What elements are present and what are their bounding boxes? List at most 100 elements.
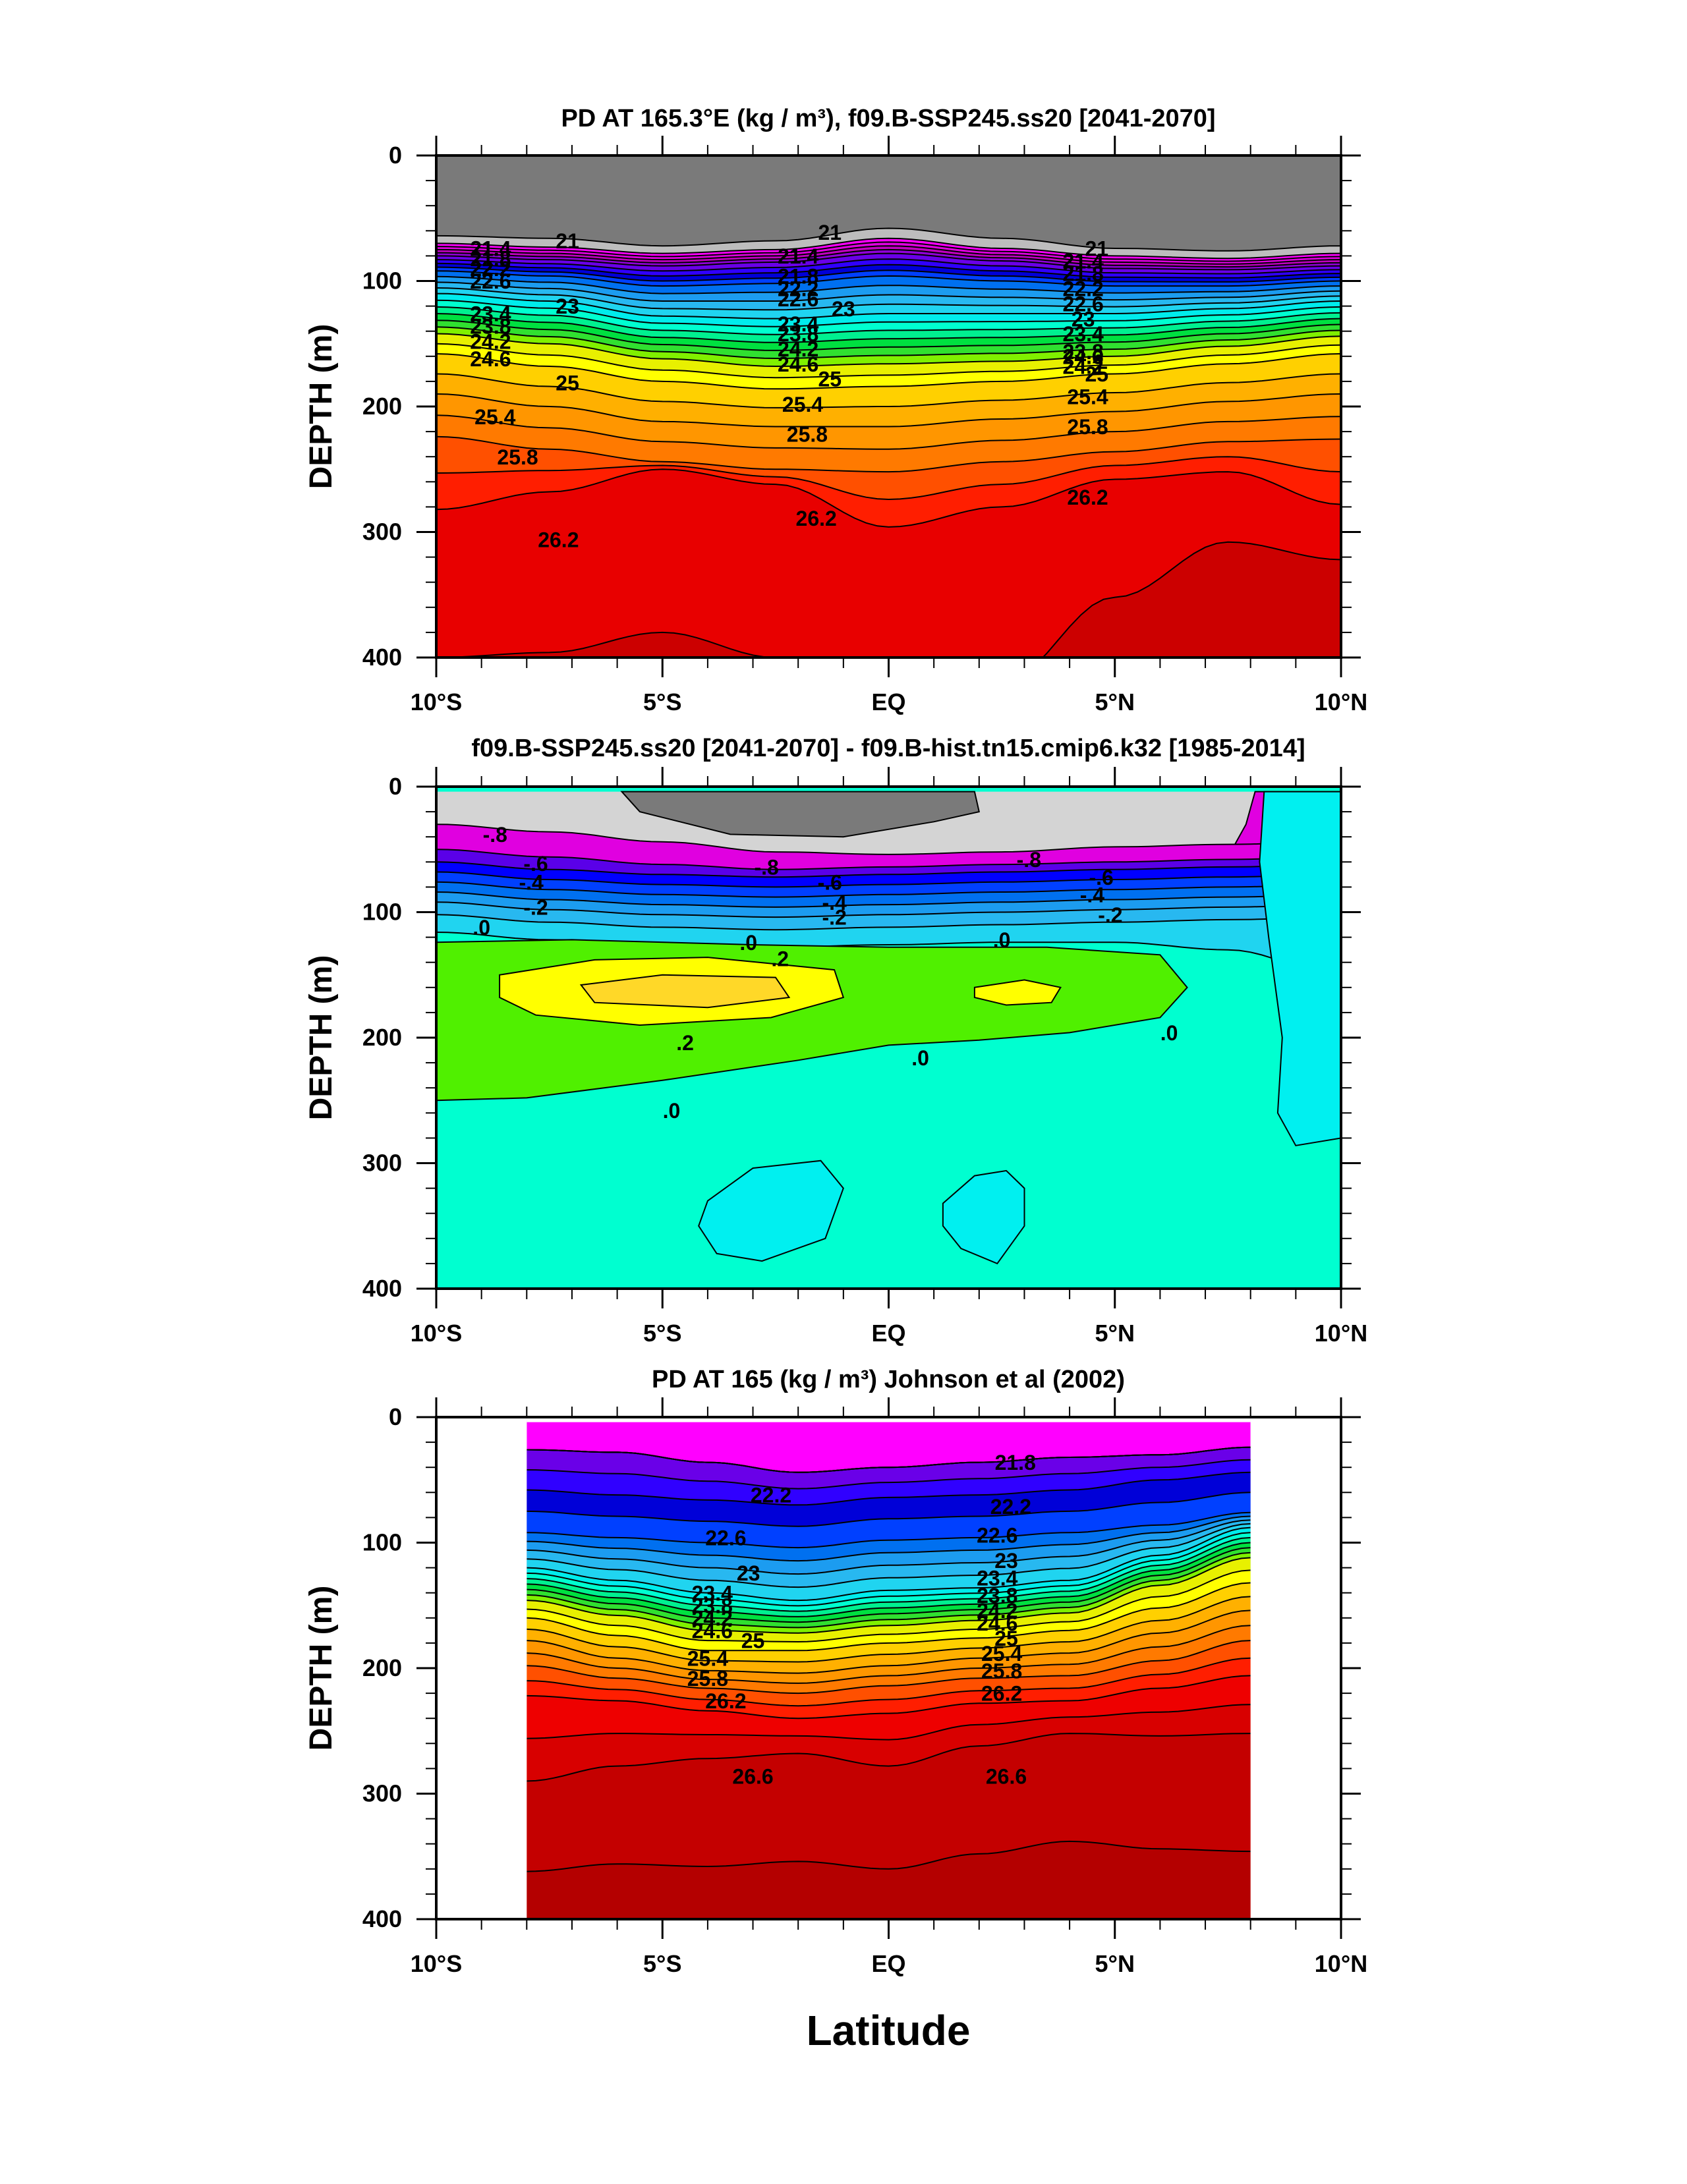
contour-line <box>436 333 1341 368</box>
contour-line <box>527 1557 1251 1634</box>
x-tick-label: 10°N <box>1315 688 1367 715</box>
contour-label: .2 <box>676 1031 694 1055</box>
contour-line <box>527 1542 1251 1617</box>
contour-label: .0 <box>1160 1021 1178 1045</box>
contour-label: .0 <box>663 1099 681 1123</box>
contour-label: 24.2 <box>778 337 818 361</box>
plot-area-1: 2121.421.822.222.62323.423.824.224.62525… <box>436 155 1341 658</box>
contour-line <box>527 1840 1251 1872</box>
contour-label: 26.2 <box>538 528 579 552</box>
contour-label: 25.8 <box>687 1667 728 1691</box>
chart-panel-3: PD AT 165 (kg / m³) Johnson et al (2002)… <box>304 1366 1367 1977</box>
contour-band <box>527 1841 1251 1919</box>
contour-line <box>527 1704 1251 1741</box>
contour-line <box>436 227 1341 252</box>
contour-label: 22.6 <box>778 287 818 311</box>
contour-label: -.2 <box>822 906 846 930</box>
chart-title-1: PD AT 165.3°E (kg / m³), f09.B-SSP245.ss… <box>561 105 1215 132</box>
contour-line <box>436 456 1341 501</box>
contour-band <box>942 1169 1025 1265</box>
contour-line <box>436 275 1341 294</box>
contour-label: 26.2 <box>796 507 837 530</box>
x-tick-label: 5°S <box>643 1950 681 1977</box>
plot-area-2: -.8-.8 -.8-.6-.6 -.6-.4-.4 -.4-.2 -.2 -.2.0.0… <box>436 787 1341 1289</box>
chart-title-2: f09.B-SSP245.ss20 [2041-2070] - f09.B-hi… <box>471 735 1305 762</box>
contour-label: 25.8 <box>497 445 538 469</box>
contour-line <box>527 1625 1251 1684</box>
contour-label: 22.2 <box>751 1484 791 1507</box>
contour-label: 25.4 <box>981 1642 1022 1666</box>
contour-line <box>436 824 1341 855</box>
contour-line <box>527 1569 1251 1643</box>
contour-label: 23 <box>556 294 579 318</box>
contour-line <box>436 241 1341 262</box>
contour-label: 25.4 <box>474 405 515 429</box>
contour-band <box>436 542 1341 658</box>
contour-label: -.2 <box>1098 903 1122 927</box>
y-tick-label: 300 <box>362 1780 402 1807</box>
contour-label: 23 <box>994 1549 1018 1573</box>
contour-label: -.2 <box>523 896 548 920</box>
contour-line <box>527 1515 1251 1562</box>
chart-panel-2: f09.B-SSP245.ss20 [2041-2070] - f09.B-hi… <box>304 735 1367 1347</box>
contour-label: 25 <box>741 1629 765 1653</box>
contour-label: -.8 <box>483 823 507 847</box>
y-tick-label: 400 <box>362 1275 402 1302</box>
x-tick-label: 10°N <box>1315 1950 1367 1977</box>
contour-label: 23 <box>737 1561 760 1585</box>
contour-label: 24.2 <box>470 330 511 354</box>
contour-label: 22.2 <box>778 277 818 301</box>
y-tick-label: 300 <box>362 1150 402 1177</box>
contour-label: 25.4 <box>687 1646 728 1670</box>
y-tick-label: 0 <box>389 773 402 800</box>
contour-label: 25 <box>818 368 842 391</box>
contour-line <box>436 435 1341 473</box>
contour-label: 26.2 <box>981 1682 1022 1706</box>
contour-label: -.8 <box>1017 848 1041 872</box>
y-tick-label: 0 <box>389 142 402 169</box>
x-tick-label: 5°S <box>643 688 681 715</box>
contour-line <box>436 541 1341 658</box>
x-tick-label: 5°N <box>1095 1320 1135 1347</box>
contour-label: 23.8 <box>470 315 511 339</box>
contour-line <box>436 248 1341 268</box>
contour-line <box>527 1536 1251 1612</box>
contour-label: 22.6 <box>705 1526 746 1550</box>
y-tick-label: 100 <box>362 267 402 294</box>
x-tick-label: 5°N <box>1095 1950 1135 1977</box>
contour-line <box>436 849 1341 870</box>
contour-label: 26.2 <box>1067 486 1108 509</box>
contour-line <box>436 320 1341 351</box>
contour-label: 22.2 <box>1063 277 1104 301</box>
y-tick-label: 0 <box>389 1403 402 1430</box>
contour-line <box>527 1446 1251 1473</box>
contour-label: 23.8 <box>977 1584 1017 1608</box>
contour-line <box>527 1596 1251 1663</box>
contour-label: 25.8 <box>787 423 828 447</box>
contour-label: 21.4 <box>1063 250 1104 273</box>
y-axis-label-1: DEPTH (m) <box>304 324 339 490</box>
contour-line <box>527 1582 1251 1652</box>
contour-line <box>527 1532 1251 1607</box>
contour-line <box>436 281 1341 302</box>
contour-label: 21.8 <box>470 247 511 271</box>
chart-panel-1: PD AT 165.3°E (kg / m³), f09.B-SSP245.ss… <box>304 105 1367 715</box>
contour-line <box>527 1552 1251 1629</box>
contour-label: 23.8 <box>1063 340 1104 364</box>
y-tick-label: 200 <box>362 1024 402 1051</box>
contour-label: .0 <box>739 931 757 955</box>
y-tick-label: 100 <box>362 1529 402 1556</box>
x-tick-label: 10°N <box>1315 1320 1367 1347</box>
contour-line <box>436 914 1341 931</box>
contour-label: 21.4 <box>778 244 818 268</box>
contour-label: 25.4 <box>782 393 823 416</box>
contour-line <box>436 881 1341 898</box>
contour-label: 25.8 <box>1067 415 1108 439</box>
x-tick-label: EQ <box>871 688 905 715</box>
contour-label: 21.8 <box>995 1451 1036 1474</box>
contour-label: 23.4 <box>692 1581 733 1605</box>
contour-line <box>436 353 1341 390</box>
contour-line <box>527 1523 1251 1588</box>
contour-line <box>436 293 1341 320</box>
contour-label: 22.2 <box>990 1495 1031 1519</box>
